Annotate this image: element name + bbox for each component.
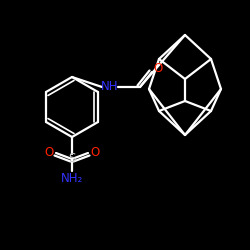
Text: S: S <box>68 152 76 166</box>
Text: O: O <box>154 62 162 76</box>
Text: O: O <box>90 146 100 158</box>
Text: O: O <box>44 146 54 158</box>
Text: NH₂: NH₂ <box>61 172 83 186</box>
Text: NH: NH <box>101 80 119 94</box>
